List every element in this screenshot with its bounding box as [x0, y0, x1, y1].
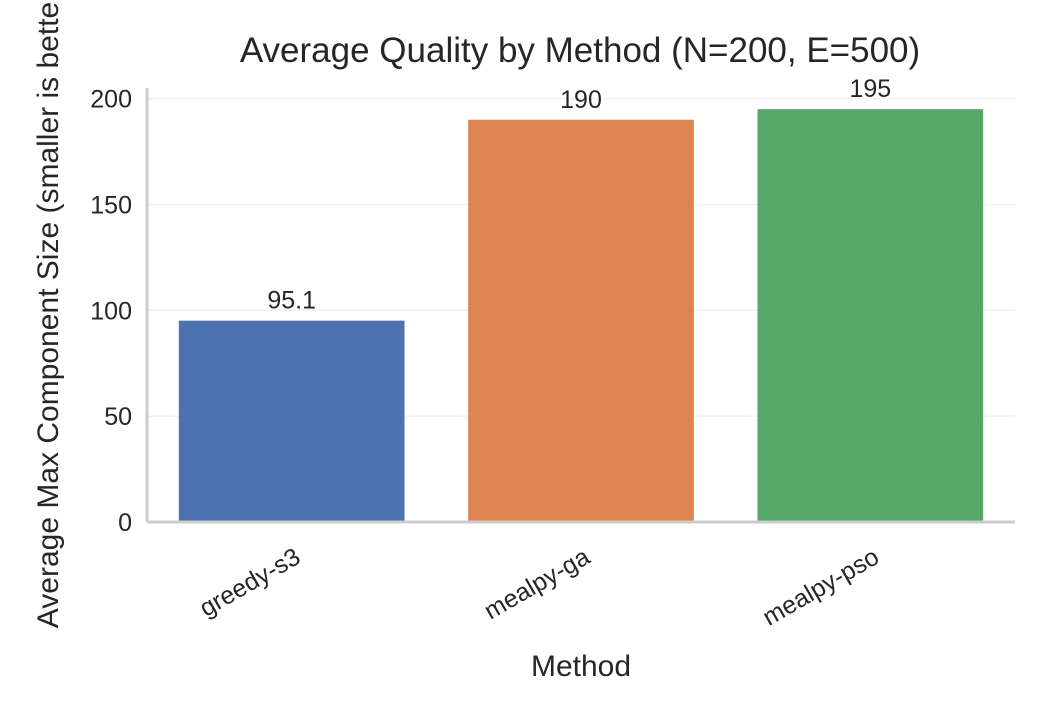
y-tick-label: 100 [90, 297, 132, 325]
x-tick-label-greedy-s3: greedy-s3 [195, 543, 305, 623]
bar-mealpy-ga [468, 119, 694, 522]
data-label-greedy-s3: 95.1 [267, 287, 316, 315]
y-tick-label: 0 [118, 509, 132, 537]
x-tick-label-mealpy-ga: mealpy-ga [479, 543, 594, 626]
bar-greedy-s3 [178, 320, 405, 522]
data-label-mealpy-pso: 195 [849, 75, 891, 103]
x-tick-labels: greedy-s3 mealpy-ga mealpy-pso [195, 543, 884, 632]
y-axis-label: Average Max Component Size (smaller is b… [32, 0, 65, 628]
y-tick-label: 150 [90, 191, 132, 219]
data-labels: 95.1 190 195 [267, 75, 891, 314]
y-tick-label: 50 [104, 403, 132, 431]
x-axis-label: Method [531, 650, 631, 683]
y-tick-label: 200 [90, 86, 132, 114]
data-label-mealpy-ga: 190 [560, 86, 602, 114]
chart-title: Average Quality by Method (N=200, E=500) [240, 31, 920, 70]
y-tick-labels: 0 50 100 150 200 [90, 86, 132, 537]
bar-mealpy-pso [757, 109, 984, 523]
bars [178, 109, 984, 523]
x-tick-label-mealpy-pso: mealpy-pso [758, 543, 884, 632]
